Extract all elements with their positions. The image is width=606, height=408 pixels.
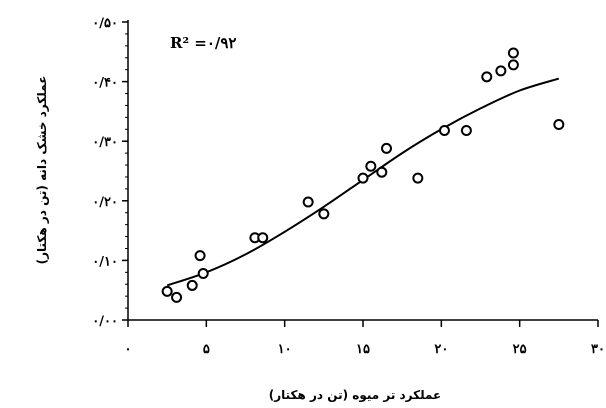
data-point [257, 232, 269, 244]
x-tick-label: ۲۰ [434, 342, 448, 357]
y-tick-label: ۰/۲۰ [92, 195, 118, 210]
data-points [161, 47, 565, 303]
data-point [495, 65, 507, 77]
data-point [412, 172, 424, 184]
x-tick-label: ۰ [125, 342, 132, 357]
data-point [460, 124, 472, 136]
x-tick-label: ۱۵ [356, 342, 370, 357]
data-point [161, 285, 173, 297]
data-point [197, 268, 209, 280]
r-squared-annotation: R² =۰/۹۲ [170, 34, 236, 52]
data-point [365, 160, 377, 172]
y-tick-label: ۰/۴۰ [92, 76, 118, 91]
x-tick-label: ۵ [203, 342, 210, 357]
data-point [186, 279, 198, 291]
data-point [357, 172, 369, 184]
data-point [194, 250, 206, 262]
y-tick-label: ۰/۰۰ [92, 314, 118, 329]
data-point [318, 208, 330, 220]
x-tick-label: ۱۰ [278, 342, 292, 357]
data-point [171, 291, 183, 303]
x-tick-label: ۲۵ [513, 342, 527, 357]
data-point [376, 166, 388, 178]
data-point [438, 124, 450, 136]
ticks: ۰/۰۰ ۰/۱۰ ۰/۲۰ ۰/۳۰ ۰/۴۰ ۰/۵۰ ۰ ۵ ۱۰ ۱۵ ۲۰ ۲۵ ۳۰ [92, 16, 605, 357]
x-axis-title: عملکرد تر میوه (تن در هکتار) [269, 388, 442, 403]
x-tick-label: ۳۰ [591, 342, 605, 357]
y-tick-label: ۰/۵۰ [92, 16, 118, 31]
data-point [507, 59, 519, 71]
data-point [381, 142, 392, 154]
y-axis-title: عملکرد خشک دانه (تن در هکتار) [35, 76, 49, 265]
data-point [302, 196, 314, 208]
y-tick-label: ۰/۱۰ [92, 254, 118, 269]
data-point [553, 119, 565, 131]
y-tick-label: ۰/۳۰ [92, 135, 118, 150]
data-point [507, 47, 519, 59]
data-point [481, 71, 493, 83]
